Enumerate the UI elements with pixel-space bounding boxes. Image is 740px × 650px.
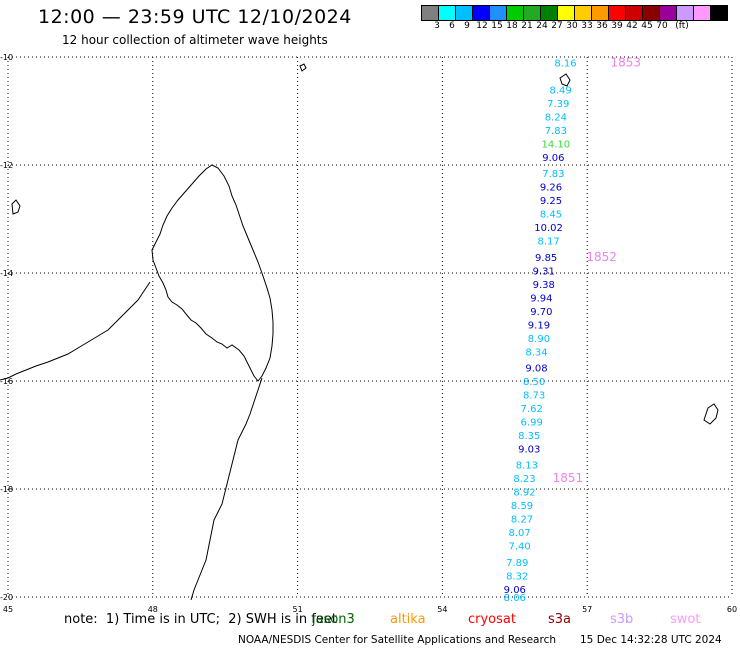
legend-label: 18 — [506, 21, 518, 31]
wave-height-value: 8.92 — [513, 488, 535, 499]
map-subtitle: 12 hour collection of altimeter wave hei… — [62, 33, 328, 47]
legend-label: 30 — [566, 21, 578, 31]
legend-label: 6 — [449, 21, 455, 31]
footer-note: note: 1) Time is in UTC; 2) SWH is in fe… — [64, 612, 337, 627]
legend-label: 12 — [476, 21, 488, 31]
wave-height-value: 8.90 — [528, 334, 550, 345]
reunion-island — [703, 403, 719, 425]
mauritius-island — [559, 73, 571, 87]
coastline — [0, 63, 719, 601]
legend-label: 42 — [626, 21, 638, 31]
wave-height-value: 8.49 — [550, 85, 572, 96]
wave-height-value: 7.83 — [545, 126, 567, 137]
satellite-name-jason3: jason3 — [312, 612, 355, 627]
y-tick-label: -16 — [0, 377, 13, 386]
wave-height-value: 9.06 — [504, 585, 526, 596]
wave-height-value: 7.39 — [547, 99, 569, 110]
wave-height-value: 8.06 — [504, 593, 526, 604]
legend-label: 15 — [491, 21, 503, 31]
map-grid — [7, 56, 733, 598]
wave-height-value: 9.19 — [528, 320, 550, 331]
satellite-name-swot: swot — [670, 612, 701, 627]
wave-height-value: 8.73 — [523, 391, 545, 402]
wave-height-value: 8.07 — [508, 528, 530, 539]
y-tick-label: -14 — [0, 269, 13, 278]
footer-timestamp: 15 Dec 14:32:28 UTC 2024 — [580, 634, 722, 646]
satellite-name-s3a: s3a — [548, 612, 572, 627]
legend-label: 3 — [434, 21, 440, 31]
pass-number-label: 1853 — [611, 55, 642, 69]
wave-height-value: 8.17 — [537, 237, 559, 248]
x-tick-label: 48 — [148, 605, 158, 614]
legend-label: 24 — [536, 21, 548, 31]
wave-height-value: 9.94 — [530, 293, 552, 304]
footer-credit: NOAA/NESDIS Center for Satellite Applica… — [238, 634, 556, 646]
map-axis-ticks: 45 48 51 54 57 60 -10 -12 -14 -16 -18 -20 — [0, 53, 737, 614]
legend-label: (ft) — [675, 21, 689, 31]
wave-height-value: 8.24 — [545, 112, 567, 123]
mozambique-coastline — [190, 377, 263, 601]
legend-label: 45 — [641, 21, 653, 31]
wave-height-value: 9.31 — [533, 266, 555, 277]
color-legend — [421, 5, 728, 21]
africa-coastline — [0, 281, 151, 381]
legend-label: 21 — [521, 21, 533, 31]
x-tick-label: 57 — [582, 605, 592, 614]
altimeter-tracks: 8.16 8.49 7.39 8.24 7.83 14.10 9.06 7.83 9.26 9.2… — [504, 55, 641, 604]
wave-height-value: 8.16 — [554, 58, 576, 69]
map-title: 12:00 — 23:59 UTC 12/10/2024 — [38, 6, 352, 28]
y-tick-label: -18 — [0, 485, 13, 494]
legend-label: 70 — [656, 21, 668, 31]
wave-height-value: 9.25 — [540, 196, 562, 207]
comoros-islet — [11, 199, 21, 215]
wave-height-value: 9.08 — [525, 364, 547, 375]
satellite-name-altika: altika — [390, 612, 426, 627]
wave-height-value: 6.99 — [521, 418, 543, 429]
wave-height-value: 8.34 — [525, 347, 547, 358]
wave-height-value: 8.35 — [518, 431, 540, 442]
pass-number-label: 1851 — [553, 471, 584, 485]
wave-height-value: 8.23 — [513, 474, 535, 485]
y-tick-label: -10 — [0, 53, 13, 62]
wave-height-value: 7.40 — [508, 542, 530, 553]
y-tick-label: -12 — [0, 161, 13, 170]
wave-height-value: 8.45 — [540, 210, 562, 221]
comoros-island — [299, 63, 307, 72]
wave-height-value: 7.83 — [542, 169, 564, 180]
legend-label: 36 — [596, 21, 608, 31]
legend-label: 39 — [611, 21, 623, 31]
pass-number-label: 1852 — [586, 250, 617, 264]
satellite-name-s3b: s3b — [610, 612, 634, 627]
wave-height-value: 7.62 — [521, 404, 543, 415]
legend-label: 27 — [551, 21, 563, 31]
x-tick-label: 60 — [727, 605, 737, 614]
wave-height-value: 9.26 — [540, 183, 562, 194]
wave-height-value: 14.10 — [542, 139, 571, 150]
wave-height-value: 8.32 — [506, 571, 528, 582]
wave-height-value: 9.06 — [542, 153, 564, 164]
wave-height-value: 9.85 — [535, 253, 557, 264]
legend-swatch — [710, 5, 728, 21]
wave-height-value: 9.70 — [530, 307, 552, 318]
wave-height-value: 9.38 — [533, 280, 555, 291]
legend-label: 9 — [464, 21, 470, 31]
legend-label: 33 — [581, 21, 593, 31]
x-tick-label: 45 — [3, 605, 13, 614]
wave-height-value: 8.50 — [523, 377, 545, 388]
wave-height-value: 10.02 — [534, 223, 563, 234]
wave-height-value: 8.27 — [511, 515, 533, 526]
x-tick-label: 54 — [437, 605, 447, 614]
x-tick-label: 51 — [293, 605, 303, 614]
wave-height-value: 9.03 — [518, 445, 540, 456]
wave-height-value: 7.89 — [506, 558, 528, 569]
wave-height-value: 8.13 — [516, 461, 538, 472]
wave-height-value: 8.59 — [511, 501, 533, 512]
satellite-name-cryosat: cryosat — [468, 612, 516, 627]
madagascar-coastline — [151, 164, 274, 382]
y-tick-label: -20 — [0, 593, 13, 602]
